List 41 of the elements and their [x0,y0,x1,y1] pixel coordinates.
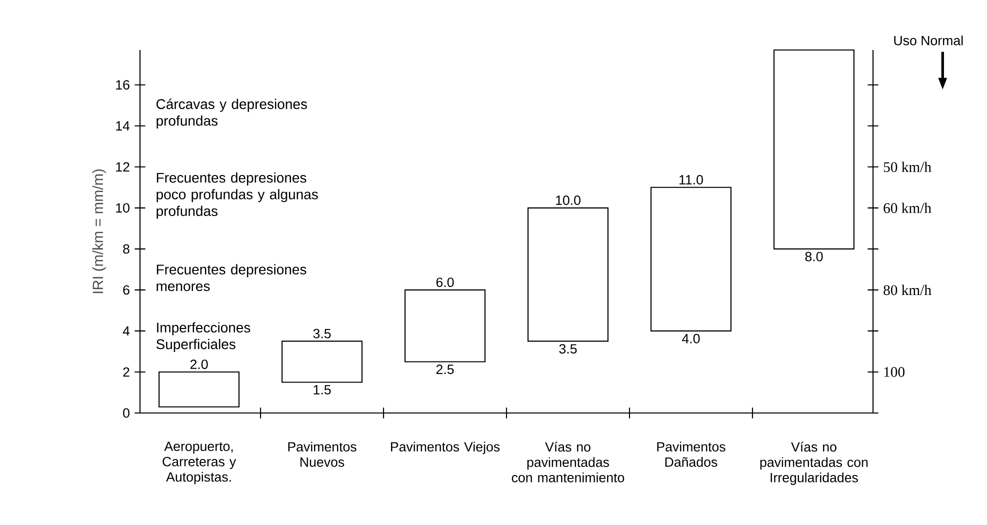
annotation: 3.5 [313,328,331,338]
y-tick-label: 16 [116,80,130,90]
y-tick-label: 4 [122,326,130,336]
annotation: 1.5 [314,385,331,394]
y-tick-label: 6 [123,285,130,295]
annotation: 2.5 [436,364,454,374]
bar [404,289,486,362]
annotation: 2.0 [190,360,208,370]
annotation: 6.0 [436,278,454,288]
y-tick-label: 14 [116,121,130,130]
x-tick-label: Vías no pavimentadas con Irregularidades [760,442,868,485]
y-tick-label: 8 [123,244,130,254]
annotation: Imperfecciones Superficiales [156,322,250,352]
text: 80 km/h [884,284,932,296]
annotation: 11.0 [680,175,703,184]
annotation: Frecuentes depresiones poco profundas y algunas profundas [156,172,318,219]
annotation: 4.0 [682,334,700,344]
bar [158,371,240,408]
x-tick-label: Vías no pavimentadas con mantenimiento [512,442,624,482]
y-axis-title: IRI (m/km = mm/m) [92,169,106,294]
text: 50 km/h [884,162,932,172]
annotation: 8.0 [805,252,823,262]
annotation: Cárcavas y depresiones profundas [156,98,307,129]
bar [650,186,732,332]
annotation: 10.0 [556,196,580,205]
bar [527,207,609,342]
x-tick-label: Pavimentos Viejos [391,442,500,454]
text: Uso Normal [894,35,963,46]
y-tick-label: 0 [123,408,130,418]
bar [282,340,363,383]
y-tick-label: 2 [123,367,130,377]
y-tick-label: 12 [116,162,130,172]
annotation: 3.5 [559,344,577,354]
x-tick-label: Aeropuerto, Carreteras y Autopistas. [162,442,236,484]
x-tick-label: Pavimentos Dañados [657,442,726,467]
annotation: Frecuentes depresiones menores [156,264,306,292]
text: 60 km/h [884,202,932,214]
x-tick-label: Pavimentos Nuevos [288,442,356,467]
bar [773,49,854,250]
text: 100 [884,367,904,377]
y-tick-label: 10 [116,203,130,213]
